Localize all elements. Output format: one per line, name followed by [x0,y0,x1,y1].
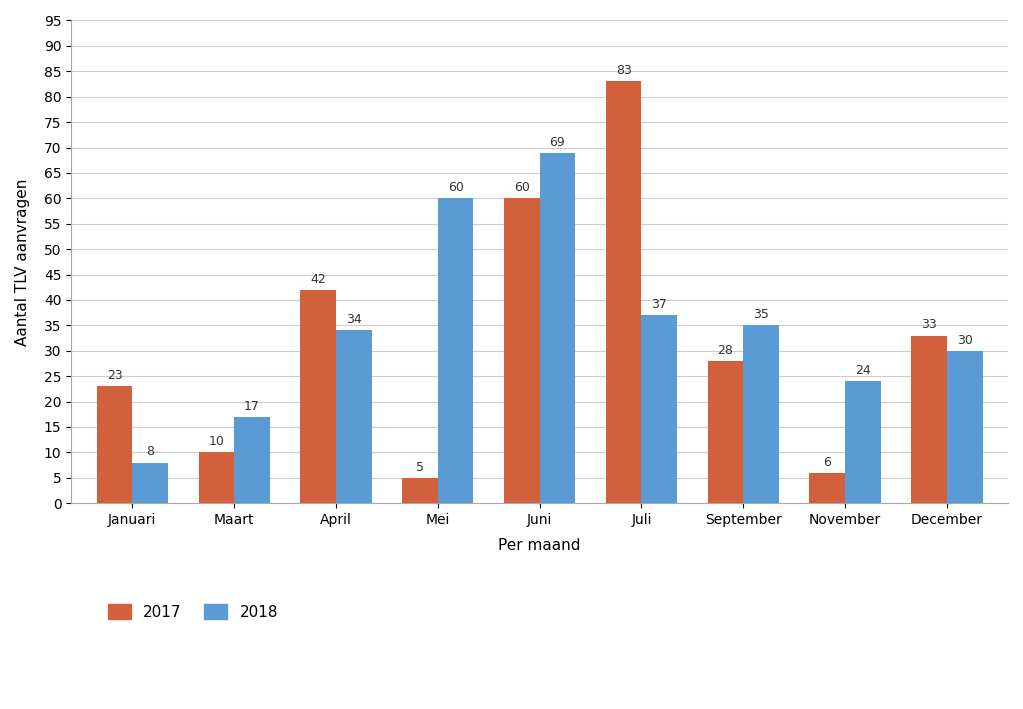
Text: 83: 83 [616,65,631,77]
Text: 23: 23 [106,369,123,382]
Legend: 2017, 2018: 2017, 2018 [102,598,284,626]
Bar [809,473,845,503]
Bar [641,316,677,503]
Bar [234,417,270,503]
Bar [606,82,641,503]
Bar [402,478,438,503]
Text: 6: 6 [824,456,832,469]
Bar [198,452,234,503]
Bar [97,386,132,503]
Bar [132,462,168,503]
Text: 42: 42 [310,273,326,286]
Text: 8: 8 [146,445,154,459]
Bar [911,335,947,503]
Text: 30: 30 [957,334,973,347]
Bar [744,325,779,503]
Text: 17: 17 [244,400,260,413]
Text: 34: 34 [346,313,362,326]
Bar [947,351,982,503]
Bar [336,330,371,503]
X-axis label: Per maand: Per maand [498,538,581,553]
Bar [845,381,881,503]
Text: 60: 60 [448,182,463,194]
Text: 35: 35 [753,308,769,321]
Text: 33: 33 [922,318,937,331]
Bar [504,199,539,503]
Text: 37: 37 [652,298,667,311]
Text: 28: 28 [717,344,733,357]
Bar [708,361,744,503]
Y-axis label: Aantal TLV aanvragen: Aantal TLV aanvragen [15,178,30,345]
Text: 69: 69 [549,135,566,148]
Bar [301,290,336,503]
Text: 5: 5 [416,461,424,474]
Bar [438,199,474,503]
Text: 24: 24 [855,364,871,377]
Text: 10: 10 [209,435,224,448]
Bar [539,152,575,503]
Text: 60: 60 [514,182,530,194]
